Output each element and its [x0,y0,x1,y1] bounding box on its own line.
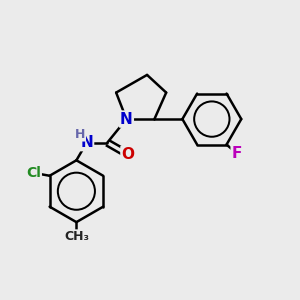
Text: Cl: Cl [26,166,41,180]
Text: O: O [122,147,134,162]
Text: N: N [80,135,93,150]
Text: F: F [232,146,242,161]
Text: N: N [120,112,133,127]
Text: CH₃: CH₃ [64,230,89,243]
Text: H: H [75,128,86,141]
